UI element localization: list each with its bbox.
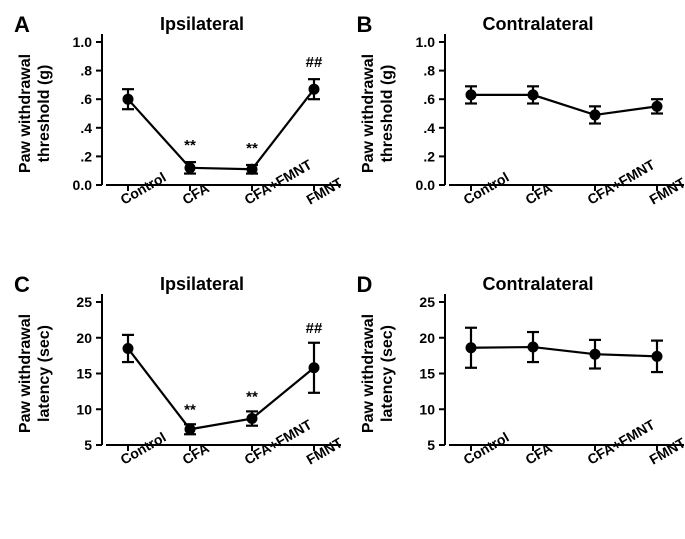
svg-text:Control: Control [460, 169, 511, 208]
svg-text:CFA+FMNT: CFA+FMNT [584, 156, 657, 208]
svg-text:.6: .6 [423, 91, 435, 107]
chart-C: 5 10 15 20 25 Paw withdrawallatency (sec) Cont… [10, 270, 352, 529]
svg-text:15: 15 [76, 365, 92, 381]
svg-text:Control: Control [118, 428, 169, 467]
svg-text:**: ** [246, 388, 258, 405]
svg-text:threshold (g): threshold (g) [36, 65, 53, 163]
svg-text:.2: .2 [80, 148, 92, 164]
svg-text:FMNT: FMNT [304, 434, 346, 468]
svg-text:Paw withdrawal: Paw withdrawal [17, 54, 34, 173]
svg-text:Control: Control [118, 169, 169, 208]
svg-text:20: 20 [419, 329, 435, 345]
svg-text:FMNT: FMNT [646, 434, 685, 468]
svg-text:1.0: 1.0 [415, 34, 435, 50]
svg-text:FMNT: FMNT [304, 174, 346, 208]
svg-text:.4: .4 [423, 120, 435, 136]
chart-D: 5 10 15 20 25 Paw withdrawallatency (sec) Cont… [353, 270, 685, 529]
panel-C: C Ipsilateral 5 10 15 20 25 Paw withdrawallaten… [10, 270, 353, 530]
svg-text:CFA: CFA [522, 439, 554, 467]
panel-letter-B: B [357, 12, 373, 38]
svg-text:15: 15 [419, 365, 435, 381]
svg-text:**: ** [184, 401, 196, 418]
svg-text:.4: .4 [80, 120, 92, 136]
svg-text:0.0: 0.0 [415, 177, 435, 193]
panel-title-D: Contralateral [483, 274, 594, 295]
svg-text:Control: Control [460, 428, 511, 467]
svg-text:Paw withdrawal: Paw withdrawal [360, 313, 377, 432]
panel-title-B: Contralateral [483, 14, 594, 35]
chart-A: 0.0 .2 .4 .6 .8 1.0 Paw withdrawalthreshold (g… [10, 10, 352, 269]
panel-B: B Contralateral 0.0 .2 .4 .6 .8 1.0 Paw withdraw… [353, 10, 685, 270]
svg-text:0.0: 0.0 [73, 177, 93, 193]
svg-text:CFA: CFA [180, 180, 212, 208]
svg-text:5: 5 [84, 437, 92, 453]
figure-grid: A Ipsilateral 0.0 .2 .4 .6 .8 1.0 Paw withdrawal… [10, 10, 685, 529]
svg-text:.8: .8 [423, 63, 435, 79]
chart-B: 0.0 .2 .4 .6 .8 1.0 Paw withdrawalthreshold (g… [353, 10, 685, 269]
panel-title-C: Ipsilateral [160, 274, 244, 295]
svg-text:**: ** [184, 137, 196, 154]
svg-text:CFA: CFA [522, 180, 554, 208]
svg-text:5: 5 [427, 437, 435, 453]
svg-text:10: 10 [76, 401, 92, 417]
svg-text:##: ## [306, 54, 323, 71]
svg-text:25: 25 [419, 294, 435, 310]
svg-text:1.0: 1.0 [73, 34, 93, 50]
svg-text:Paw withdrawal: Paw withdrawal [360, 54, 377, 173]
svg-text:latency (sec): latency (sec) [36, 325, 53, 422]
svg-text:CFA+FMNT: CFA+FMNT [242, 156, 315, 208]
svg-text:##: ## [306, 319, 323, 336]
panel-A: A Ipsilateral 0.0 .2 .4 .6 .8 1.0 Paw withdrawal… [10, 10, 353, 270]
panel-title-A: Ipsilateral [160, 14, 244, 35]
svg-text:25: 25 [76, 294, 92, 310]
svg-text:Paw withdrawal: Paw withdrawal [17, 313, 34, 432]
svg-text:.6: .6 [80, 91, 92, 107]
svg-text:CFA: CFA [180, 439, 212, 467]
svg-text:CFA+FMNT: CFA+FMNT [584, 415, 657, 467]
panel-letter-C: C [14, 272, 30, 298]
svg-text:latency (sec): latency (sec) [379, 325, 396, 422]
panel-letter-D: D [357, 272, 373, 298]
svg-text:20: 20 [76, 329, 92, 345]
svg-text:.8: .8 [80, 63, 92, 79]
panel-letter-A: A [14, 12, 30, 38]
svg-text:10: 10 [419, 401, 435, 417]
svg-text:threshold (g): threshold (g) [379, 65, 396, 163]
svg-text:FMNT: FMNT [646, 174, 685, 208]
panel-D: D Contralateral 5 10 15 20 25 Paw withdrawallat… [353, 270, 685, 530]
svg-text:**: ** [246, 140, 258, 157]
svg-text:.2: .2 [423, 148, 435, 164]
